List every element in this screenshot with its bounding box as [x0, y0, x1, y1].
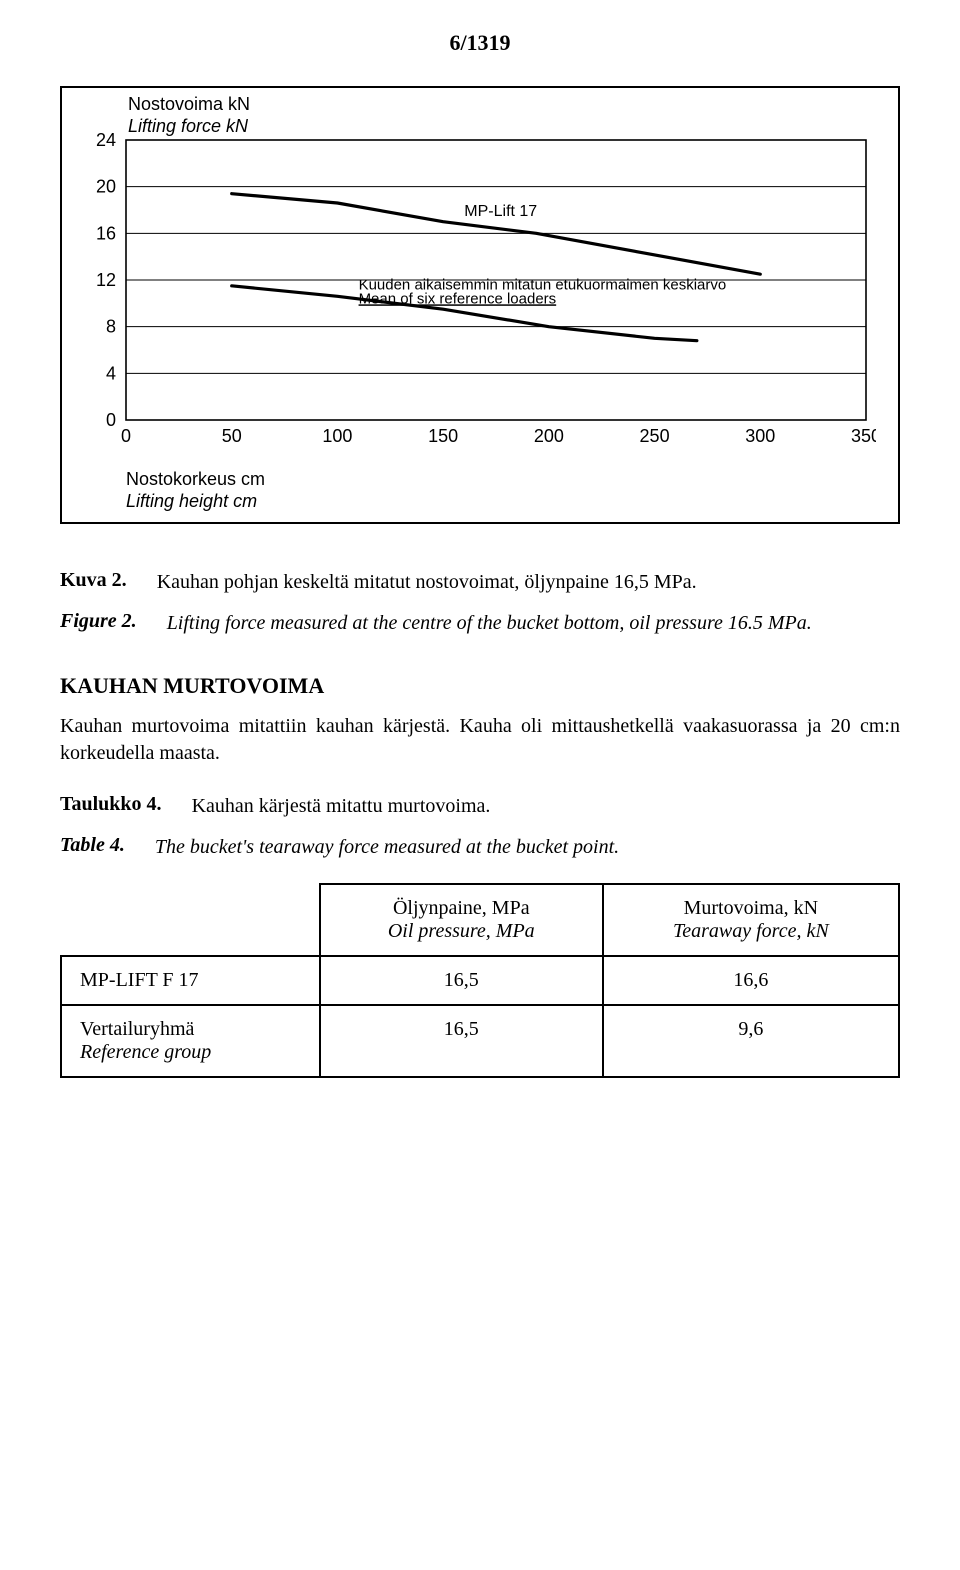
svg-text:100: 100: [322, 426, 352, 446]
table-row: Vertailuryhmä Reference group 16,5 9,6: [61, 1005, 899, 1077]
table-text-fi: Kauhan kärjestä mitattu murtovoima.: [192, 793, 491, 820]
figure-label-en: Figure 2.: [60, 610, 167, 637]
lifting-force-chart: 0 4 8 12 16 20 24 0 50 100 150 200 250 300 350 MP-Lift …: [76, 100, 876, 460]
chart-y-title: Nostovoima kN Lifting force kN: [128, 94, 250, 137]
svg-text:300: 300: [745, 426, 775, 446]
svg-text:50: 50: [222, 426, 242, 446]
table-caption: Taulukko 4. Kauhan kärjestä mitattu murt…: [60, 793, 490, 820]
col2-fi: Murtovoima, kN: [684, 897, 818, 919]
figure-label-fi: Kuva 2.: [60, 569, 157, 596]
chart-container: Nostovoima kN Lifting force kN 0 4 8 12 16 20…: [60, 86, 900, 524]
row1-c1: 16,5: [320, 956, 603, 1005]
chart-y-title-en: Lifting force kN: [128, 116, 250, 138]
svg-text:250: 250: [640, 426, 670, 446]
chart-x-caption-fi: Nostokorkeus cm: [126, 469, 884, 491]
svg-text:150: 150: [428, 426, 458, 446]
col1-en: Oil pressure, MPa: [388, 920, 535, 942]
svg-text:12: 12: [96, 270, 116, 290]
svg-text:4: 4: [106, 363, 116, 383]
table-caption-en: Table 4. The bucket's tearaway force mea…: [60, 834, 619, 861]
svg-text:0: 0: [121, 426, 131, 446]
table-corner: [61, 884, 320, 956]
chart-x-caption: Nostokorkeus cm Lifting height cm: [126, 469, 884, 512]
page-number: 6/1319: [60, 30, 900, 56]
figure-text-fi: Kauhan pohjan keskeltä mitatut nostovoim…: [157, 569, 697, 596]
col1-fi: Öljynpaine, MPa: [393, 897, 530, 919]
table-label-fi: Taulukko 4.: [60, 793, 192, 820]
row2-label-fi: Vertailuryhmä: [80, 1018, 194, 1040]
svg-text:MP-Lift 17: MP-Lift 17: [464, 203, 537, 220]
col-oil-pressure: Öljynpaine, MPa Oil pressure, MPa: [320, 884, 603, 956]
svg-text:200: 200: [534, 426, 564, 446]
row1-c2: 16,6: [603, 956, 899, 1005]
table-row: MP-LIFT F 17 16,5 16,6: [61, 956, 899, 1005]
svg-text:8: 8: [106, 317, 116, 337]
row2-label: Vertailuryhmä Reference group: [61, 1005, 320, 1077]
chart-x-caption-en: Lifting height cm: [126, 491, 884, 513]
row2-label-en: Reference group: [80, 1041, 211, 1063]
chart-y-title-fi: Nostovoima kN: [128, 94, 250, 116]
figure-text-en: Lifting force measured at the centre of …: [167, 610, 812, 637]
svg-text:24: 24: [96, 130, 116, 150]
svg-text:0: 0: [106, 410, 116, 430]
col2-en: Tearaway force, kN: [673, 920, 829, 942]
row2-c2: 9,6: [603, 1005, 899, 1077]
svg-text:Mean of six reference loaders: Mean of six reference loaders: [359, 290, 557, 307]
tearaway-table: Öljynpaine, MPa Oil pressure, MPa Murtov…: [60, 883, 900, 1078]
svg-text:20: 20: [96, 177, 116, 197]
table-header-row: Öljynpaine, MPa Oil pressure, MPa Murtov…: [61, 884, 899, 956]
figure-caption-en: Figure 2. Lifting force measured at the …: [60, 610, 812, 637]
svg-text:350: 350: [851, 426, 876, 446]
col-tearaway-force: Murtovoima, kN Tearaway force, kN: [603, 884, 899, 956]
section-heading: KAUHAN MURTOVOIMA: [60, 673, 900, 699]
table-label-en: Table 4.: [60, 834, 155, 861]
row2-c1: 16,5: [320, 1005, 603, 1077]
svg-text:16: 16: [96, 223, 116, 243]
figure-caption: Kuva 2. Kauhan pohjan keskeltä mitatut n…: [60, 569, 697, 596]
row1-label: MP-LIFT F 17: [61, 956, 320, 1005]
body-paragraph: Kauhan murtovoima mitattiin kauhan kärje…: [60, 713, 900, 767]
table-text-en: The bucket's tearaway force measured at …: [155, 834, 619, 861]
